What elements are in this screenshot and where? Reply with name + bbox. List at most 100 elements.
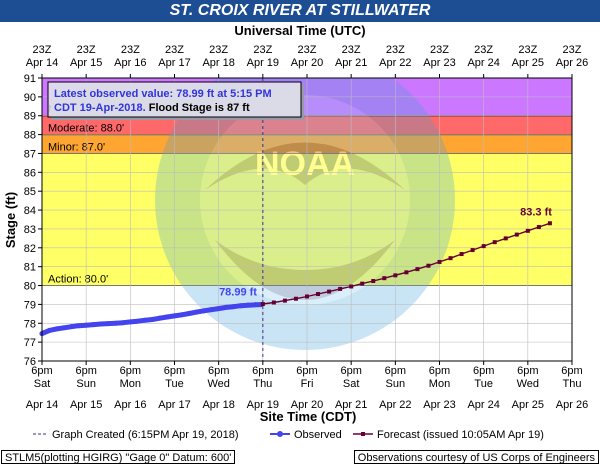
observed-point [105,321,111,327]
forecast-point [404,270,409,275]
observed-point [245,302,251,308]
forecast-point [349,284,354,289]
top-tick-time: 23Z [298,44,317,56]
observed-point [120,320,126,326]
forecast-point [492,240,497,245]
observed-point [76,323,82,329]
observed-value-label: 78.99 ft [219,287,257,299]
top-tick-date: Apr 25 [512,57,544,69]
forecast-point [260,302,265,307]
bottom-tick-time: 6pm [31,365,52,377]
observed-point [164,314,170,320]
forecast-point [437,259,442,264]
bottom-tick-day: Mon [429,378,450,390]
observed-point [113,320,119,326]
top-tick-time: 23Z [563,44,582,56]
observed-point [223,304,229,310]
y-tick-label: 90 [24,92,36,104]
forecast-point [338,286,343,291]
forecast-point [305,294,309,299]
top-tick-date: Apr 18 [202,57,234,69]
forecast-point [271,300,276,305]
bottom-tick-time: 6pm [340,365,361,377]
bottom-tick-time: 6pm [561,365,582,377]
top-tick-date: Apr 16 [114,57,146,69]
forecast-point [360,281,365,286]
y-tick-label: 88 [24,130,36,142]
info-box-line2-flood: Flood Stage is 87 ft [146,102,250,114]
observed-point [127,319,133,325]
bottom-tick-time: 6pm [517,365,538,377]
bottom-tick-date: Apr 21 [335,399,367,411]
observed-point [135,318,141,324]
bottom-tick-time: 6pm [120,365,141,377]
y-tick-label: 81 [24,262,36,274]
y-tick-label: 91 [24,73,36,85]
bottom-tick-date: Apr 14 [26,399,58,411]
watermark-inner-circle [200,95,410,305]
forecast-point [470,248,475,253]
forecast-point [525,228,530,233]
observed-point [83,322,89,328]
top-tick-time: 23Z [518,44,537,56]
bottom-tick-date: Apr 15 [70,399,102,411]
y-tick-label: 82 [24,243,36,255]
top-tick-date: Apr 15 [70,57,102,69]
forecast-point [327,289,332,294]
observed-point [61,325,67,331]
bottom-tick-day: Sun [386,378,406,390]
observed-point [194,309,200,315]
top-tick-time: 23Z [165,44,184,56]
observed-point [230,304,236,310]
top-tick-time: 23Z [342,44,361,56]
bottom-tick-day: Tue [474,378,493,390]
top-tick-time: 23Z [430,44,449,56]
bottom-tick-time: 6pm [208,365,229,377]
top-tick-date: Apr 19 [247,57,279,69]
bottom-tick-day: Sun [76,378,96,390]
bottom-tick-time: 6pm [252,365,273,377]
forecast-point [415,267,420,272]
observed-point [179,312,185,318]
observed-point [172,313,177,319]
info-box-line1: Latest observed value: 78.99 ft at 5:15 … [54,88,272,100]
legend-graph-created: Graph Created (6:15PM Apr 19, 2018) [52,429,239,441]
watermark-text: NOAA [255,145,355,183]
forecast-point [448,256,453,261]
observed-point [186,310,192,316]
bottom-tick-time: 6pm [473,365,494,377]
y-tick-label: 80 [24,281,36,293]
top-tick-time: 23Z [33,44,52,56]
info-box-line2-date: CDT 19-Apr-2018. [54,102,146,114]
bottom-tick-date: Apr 22 [379,399,411,411]
bottom-tick-time: 6pm [164,365,185,377]
top-tick-date: Apr 14 [26,57,58,69]
observed-point [46,327,52,333]
y-tick-label: 83 [24,224,36,236]
bottom-tick-date: Apr 23 [423,399,455,411]
bottom-tick-date: Apr 24 [467,399,499,411]
bottom-tick-day: Thu [253,378,272,390]
top-tick-date: Apr 20 [291,57,323,69]
band-label-action: Action: 80.0' [48,274,108,286]
bottom-tick-day: Sat [34,378,51,390]
forecast-point [547,221,552,226]
forecast-point [293,296,298,301]
observed-point [208,307,214,313]
y-axis-label: Stage (ft) [3,192,18,248]
bottom-tick-time: 6pm [385,365,406,377]
top-tick-time: 23Z [253,44,272,56]
bottom-tick-time: 6pm [429,365,450,377]
watermark-gull [205,142,405,190]
y-tick-label: 87 [24,148,36,160]
bottom-tick-date: Apr 20 [291,399,323,411]
info-box-panel [47,81,302,118]
forecast-point [282,298,287,303]
bottom-tick-date: Apr 19 [247,399,279,411]
forecast-value-label: 83.3 ft [520,206,552,218]
bottom-tick-date: Apr 26 [556,399,588,411]
top-tick-time: 23Z [209,44,228,56]
forecast-point [316,292,321,297]
